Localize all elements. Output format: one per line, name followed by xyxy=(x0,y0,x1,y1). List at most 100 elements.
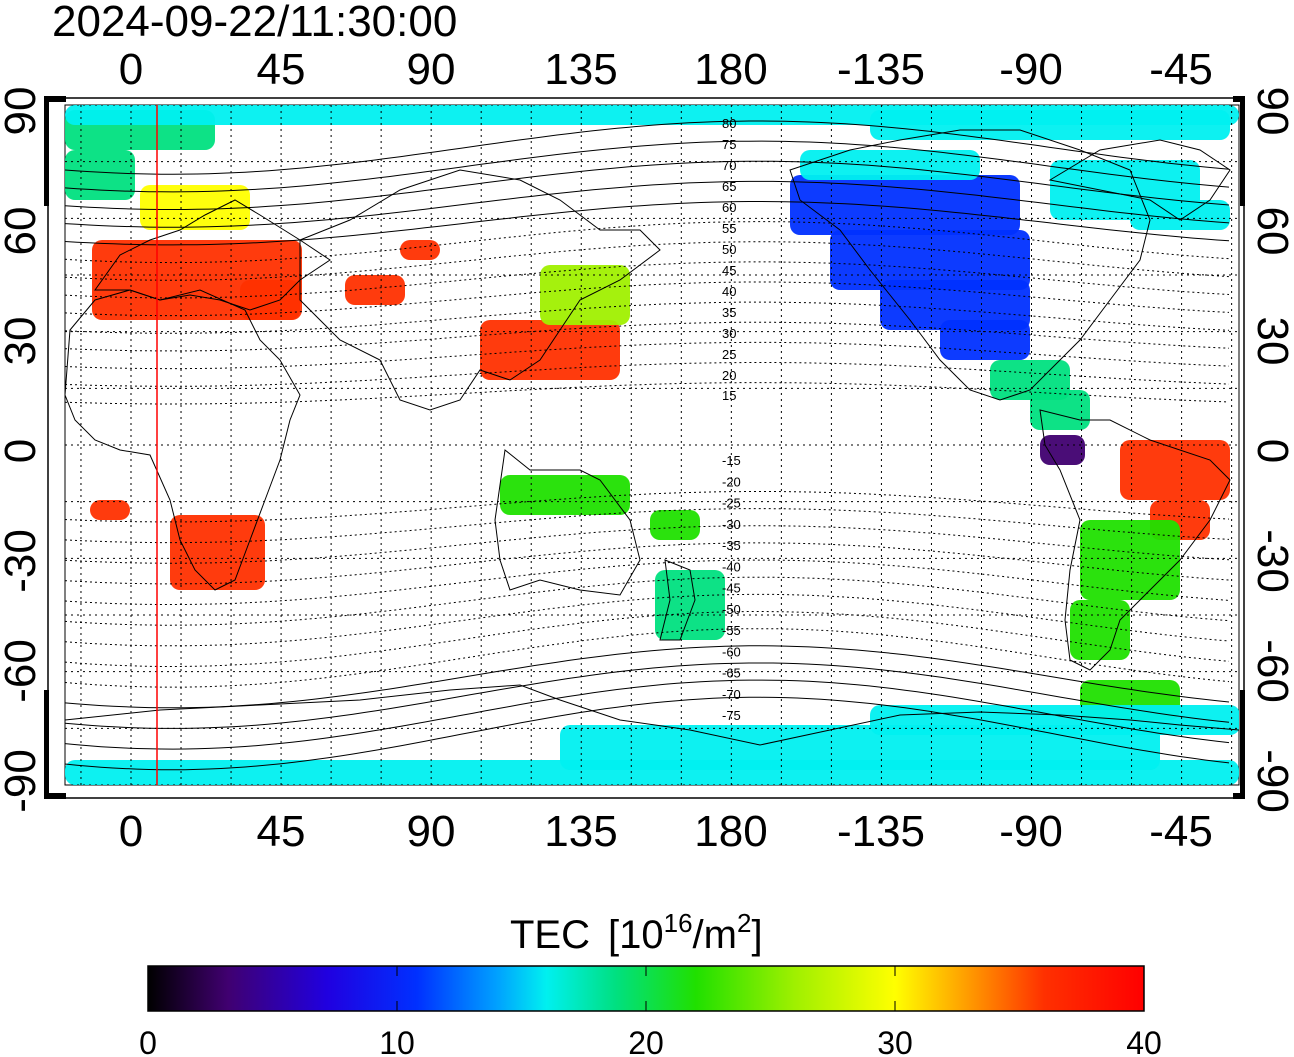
magnetic-latitude-contour xyxy=(65,662,1230,729)
magnetic-latitude-label: -35 xyxy=(722,538,741,553)
magnetic-latitude-label: -15 xyxy=(722,453,741,468)
magnetic-latitude-label: -30 xyxy=(722,517,741,532)
magnetic-latitude-contour xyxy=(65,382,1230,405)
longitude-tick-label: 90 xyxy=(407,45,456,94)
magnetic-latitude-contour xyxy=(65,301,1230,334)
colorbar-tick-label: 0 xyxy=(139,1025,157,1057)
magnetic-latitude-contour xyxy=(65,321,1230,352)
longitude-tick-label: 45 xyxy=(257,807,306,856)
tec-region-canada-arctic xyxy=(800,150,1230,230)
magnetic-latitude-label: -25 xyxy=(722,496,741,511)
magnetic-latitude-label: 55 xyxy=(722,221,736,236)
magnetic-latitude-contour xyxy=(65,645,1230,709)
longitude-tick-label: -135 xyxy=(837,807,925,856)
longitude-tick-label: -90 xyxy=(999,807,1063,856)
magnetic-latitude-contour xyxy=(65,120,1230,175)
magnetic-latitude-contour xyxy=(65,679,1230,750)
magnetic-latitude-contour xyxy=(65,508,1230,544)
magnetic-latitude-label: 70 xyxy=(722,158,736,173)
tec-region-arctic xyxy=(65,105,1239,140)
colorbar-tick-label: 10 xyxy=(379,1025,415,1057)
colorbar-title: TEC [1016/m2] xyxy=(510,908,763,957)
latitude-tick-label: -30 xyxy=(1248,529,1294,593)
magnetic-latitude-label: 75 xyxy=(722,137,736,152)
magnetic-latitude-contour xyxy=(65,341,1230,370)
tec-region-australia xyxy=(500,475,700,540)
longitude-tick-label: -135 xyxy=(837,45,925,94)
latitude-tick-label: 90 xyxy=(1248,87,1294,136)
tec-region-antarctica xyxy=(65,705,1239,785)
magnetic-latitude-contour xyxy=(65,628,1230,688)
coastlines xyxy=(65,129,1239,746)
longitude-tick-label: 45 xyxy=(257,45,306,94)
magnetic-latitude-label: 30 xyxy=(722,326,736,341)
magnetic-latitude-label: 60 xyxy=(722,200,736,215)
magnetic-latitude-label: -20 xyxy=(722,474,741,489)
latitude-tick-label: 0 xyxy=(0,439,45,463)
magnetic-latitude-label: 35 xyxy=(722,305,736,320)
latitude-tick-label: 30 xyxy=(0,317,45,366)
longitude-tick-label: 0 xyxy=(119,807,143,856)
magnetic-latitude-label: -40 xyxy=(722,559,741,574)
magnetic-latitude-contour xyxy=(65,281,1230,317)
magnetic-latitude-label: 80 xyxy=(722,116,736,131)
magnetic-latitude-label: -65 xyxy=(722,666,741,681)
latitude-tick-label: -90 xyxy=(1248,749,1294,813)
latitude-tick-label: 0 xyxy=(1248,439,1294,463)
magnetic-latitude-contour xyxy=(65,140,1230,193)
magnetic-latitude-label: -70 xyxy=(722,687,741,702)
frame-ticks xyxy=(44,96,1245,799)
magnetic-latitude-contour xyxy=(65,201,1230,246)
longitude-tick-label: 135 xyxy=(544,807,617,856)
longitude-tick-label: 90 xyxy=(407,807,456,856)
timestamp-title: 2024-09-22/11:30:00 xyxy=(52,0,457,46)
longitude-axis-bottom: 0 45 90 135 180 -135 -90 -45 xyxy=(119,807,1213,856)
latitude-axis-left: 90 60 30 0 -30 -60 -90 xyxy=(0,87,45,813)
longitude-tick-label: 180 xyxy=(694,45,767,94)
longitude-tick-label: -45 xyxy=(1149,807,1213,856)
latitude-tick-label: 90 xyxy=(0,87,45,136)
map-grid xyxy=(65,105,1239,785)
magnetic-latitude-label: 25 xyxy=(722,347,736,362)
magnetic-latitude-contour xyxy=(65,362,1230,387)
colorbar-tick-label: 40 xyxy=(1126,1025,1162,1057)
tec-region-equatorial-south-america xyxy=(1040,435,1085,465)
tec-region-new-zealand xyxy=(655,570,725,640)
latitude-tick-label: -30 xyxy=(0,529,45,593)
latitude-tick-label: -60 xyxy=(0,639,45,703)
magnetic-latitude-label: 45 xyxy=(722,263,736,278)
magnetic-latitude-contour xyxy=(65,611,1230,667)
latitude-tick-label: -60 xyxy=(1248,639,1294,703)
magnetic-latitude-label: 65 xyxy=(722,179,736,194)
tec-region-north-america xyxy=(790,175,1030,360)
longitude-axis-top: 0 45 90 135 180 -135 -90 -45 xyxy=(119,45,1213,94)
colorbar-tick-label: 20 xyxy=(628,1025,664,1057)
latitude-tick-label: 30 xyxy=(1248,317,1294,366)
latitude-tick-label: -90 xyxy=(0,749,45,813)
longitude-tick-label: 180 xyxy=(694,807,767,856)
magnetic-latitude-label: 15 xyxy=(722,388,736,403)
magnetic-latitude-contours xyxy=(65,120,1230,771)
magnetic-latitude-label: -45 xyxy=(722,581,741,596)
tec-region-europe xyxy=(92,240,302,320)
magnetic-latitude-label: -60 xyxy=(722,644,741,659)
magnetic-latitude-contour xyxy=(65,491,1230,523)
tec-region-southern-africa xyxy=(90,500,265,590)
magnetic-latitude-contour xyxy=(65,696,1230,771)
magnetic-latitude-contour xyxy=(65,180,1230,228)
magnetic-latitude-label: 20 xyxy=(722,368,736,383)
longitude-tick-label: -45 xyxy=(1149,45,1213,94)
colorbar-tick-label: 30 xyxy=(877,1025,913,1057)
longitude-tick-label: -90 xyxy=(999,45,1063,94)
magnetic-latitude-label: -75 xyxy=(722,708,741,723)
magnetic-latitude-labels: 80 75 70 65 60 55 50 45 40 35 30 25 20 15 -15 -20 -25 -30… xyxy=(722,116,741,723)
latitude-tick-label: 60 xyxy=(0,207,45,256)
magnetic-latitude-contour xyxy=(65,160,1230,210)
magnetic-latitude-label: 40 xyxy=(722,284,736,299)
magnetic-latitude-label: -50 xyxy=(722,602,741,617)
magnetic-latitude-label: -55 xyxy=(722,623,741,638)
tec-region-japan xyxy=(540,265,630,325)
magnetic-latitude-label: 50 xyxy=(722,242,736,257)
latitude-axis-right: 90 60 30 0 -30 -60 -90 xyxy=(1248,87,1294,813)
